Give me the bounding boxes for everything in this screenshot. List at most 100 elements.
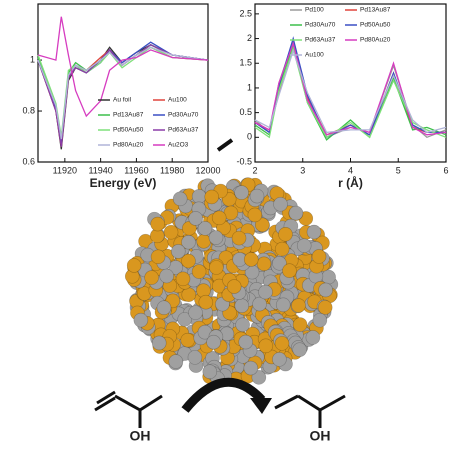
reactant-label: OH [130, 428, 151, 444]
atom [243, 252, 259, 267]
x-tick-label: 11940 [88, 165, 112, 175]
x-tick-label: 11980 [160, 165, 184, 175]
y-tick-label: 1 [247, 82, 252, 92]
legend-label: Pd13Au87 [113, 112, 144, 119]
atom [196, 234, 211, 249]
atom [258, 284, 273, 300]
product [274, 394, 346, 428]
series-line [37, 46, 209, 140]
atom [243, 360, 259, 376]
atom [291, 298, 306, 313]
atom [175, 271, 191, 287]
x-tick-label: 11920 [53, 165, 77, 175]
atom [234, 298, 250, 314]
atom [150, 216, 165, 232]
atom [306, 224, 322, 240]
plot-frame [37, 3, 209, 163]
atom [311, 249, 327, 264]
atom [292, 342, 307, 357]
atom [272, 352, 287, 367]
series-line [254, 41, 446, 136]
atom [168, 354, 184, 369]
legend-label: Pd30Au70 [168, 112, 199, 119]
atom [249, 188, 265, 204]
atom [288, 205, 304, 221]
series-line [37, 16, 209, 118]
connector [216, 138, 234, 152]
atom [231, 230, 247, 246]
x-tick-label: 3 [300, 165, 305, 175]
y-tick-label: 0.8 [22, 105, 35, 115]
legend-label: Pd63Au37 [168, 127, 199, 134]
atom [202, 364, 218, 380]
x-tick-label: 6 [443, 165, 448, 175]
x-tick-label: 12000 [195, 165, 220, 175]
atom [258, 338, 274, 354]
atom [278, 226, 293, 242]
y-tick-label: 2.5 [239, 8, 252, 18]
x-tick-label: 11960 [124, 165, 148, 175]
atom [172, 191, 188, 207]
atom [151, 335, 167, 351]
atom [274, 336, 290, 351]
product-label: OH [310, 428, 331, 444]
atom [256, 256, 272, 272]
atom [318, 282, 333, 298]
atom [208, 230, 224, 245]
atom [181, 287, 197, 302]
series-line [254, 48, 447, 134]
legend-label: Pd13Au87 [360, 7, 391, 14]
atom [252, 296, 267, 312]
legend-label: Pd80Au20 [113, 142, 144, 149]
plot-frame [254, 3, 447, 163]
atom [251, 370, 267, 385]
atom [255, 217, 270, 233]
atom [181, 234, 196, 250]
x-tick-label: 5 [396, 165, 401, 175]
atom [188, 305, 203, 320]
atom [206, 334, 221, 350]
legend-label: Au100 [168, 97, 187, 104]
nanoparticle [124, 177, 339, 387]
atom [188, 211, 203, 226]
atom [292, 317, 308, 332]
atom [273, 196, 288, 212]
atom [181, 253, 196, 269]
atom [305, 330, 321, 345]
legend-label: Au foil [113, 97, 132, 104]
atom [211, 210, 227, 226]
atom [191, 264, 207, 279]
atom [204, 189, 220, 205]
y-tick-label: 1.5 [239, 58, 252, 68]
atom [226, 279, 242, 294]
atom [159, 268, 174, 284]
y-tick-label: 2 [247, 33, 252, 43]
atom [187, 350, 203, 365]
atom [156, 300, 172, 316]
y-tick-label: 0 [247, 132, 252, 142]
atom [282, 263, 297, 279]
atom [234, 185, 249, 200]
x-axis-label: Energy (eV) [90, 176, 157, 190]
arrow-head [250, 398, 272, 414]
atom [198, 294, 214, 310]
atom [197, 221, 213, 236]
atom [274, 241, 290, 257]
atom [191, 189, 207, 204]
atom [163, 224, 179, 240]
legend-label: Pd50Au50 [360, 22, 391, 29]
atom [180, 332, 196, 348]
atom [238, 334, 254, 350]
legend-label: Pd50Au50 [113, 127, 144, 134]
legend-label: Au2O3 [168, 142, 189, 149]
atom [126, 258, 142, 273]
y-tick-label: 0.5 [239, 107, 252, 117]
atom [177, 312, 192, 327]
atom [235, 317, 250, 333]
series-line [254, 41, 447, 136]
atom [317, 300, 333, 315]
legend-label: Pd63Au37 [305, 37, 336, 44]
series-line [254, 46, 447, 139]
y-tick-label: 1 [30, 54, 35, 64]
legend-label: Pd30Au70 [305, 22, 336, 29]
